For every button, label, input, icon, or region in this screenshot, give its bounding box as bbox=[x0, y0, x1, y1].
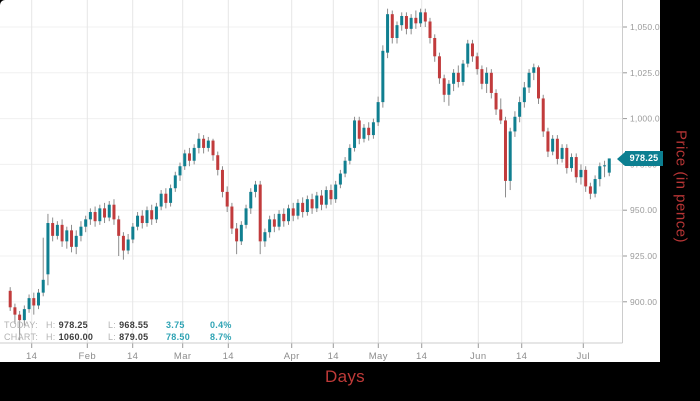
svg-text:1,000.00: 1,000.00 bbox=[630, 114, 660, 124]
y-axis-title: Price (in pence) bbox=[672, 130, 690, 244]
legend-today-label: TODAY: bbox=[4, 320, 38, 330]
legend-row-chart: CHART: H: 1060.00 L: 879.05 78.50 8.7% bbox=[4, 331, 232, 343]
last-price-value: 978.25 bbox=[625, 151, 663, 166]
chart-legend: TODAY: H: 978.25 L: 968.55 3.75 0.4% CHART… bbox=[4, 319, 232, 343]
svg-text:14: 14 bbox=[26, 351, 37, 362]
legend-chart-high: 1060.00 bbox=[58, 332, 94, 342]
x-axis-title: Days bbox=[325, 367, 365, 386]
legend-chart-low: 879.05 bbox=[119, 332, 149, 342]
legend-row-today: TODAY: H: 978.25 L: 968.55 3.75 0.4% bbox=[4, 319, 232, 331]
candles bbox=[8, 8, 611, 341]
svg-text:14: 14 bbox=[127, 351, 138, 362]
svg-text:Jul: Jul bbox=[577, 351, 590, 362]
legend-high-key: H: bbox=[46, 332, 56, 342]
legend-today-low: 968.55 bbox=[119, 320, 149, 330]
legend-chart-change: 78.50 bbox=[166, 332, 191, 342]
legend-today-change: 3.75 bbox=[166, 320, 185, 330]
svg-text:925.00: 925.00 bbox=[630, 251, 657, 261]
svg-text:1,025.00: 1,025.00 bbox=[630, 68, 660, 78]
legend-chart-percent: 8.7% bbox=[210, 332, 232, 342]
badge-arrow-icon bbox=[617, 151, 625, 166]
svg-text:14: 14 bbox=[416, 351, 427, 362]
axes bbox=[0, 0, 627, 348]
svg-text:May: May bbox=[369, 351, 388, 362]
legend-chart-label: CHART: bbox=[4, 332, 39, 342]
gridlines bbox=[0, 0, 623, 343]
svg-text:Mar: Mar bbox=[174, 351, 192, 362]
svg-text:Apr: Apr bbox=[284, 351, 300, 362]
legend-today-high: 978.25 bbox=[58, 320, 88, 330]
svg-text:Jun: Jun bbox=[470, 351, 487, 362]
svg-text:1,050.00: 1,050.00 bbox=[630, 22, 660, 32]
last-price-badge: 978.25 bbox=[617, 151, 663, 166]
legend-low-key: L: bbox=[108, 320, 117, 330]
svg-text:14: 14 bbox=[516, 351, 527, 362]
chart-panel: 1,050.001,025.001,000.00975.00950.00925.… bbox=[0, 0, 663, 362]
svg-text:14: 14 bbox=[223, 351, 234, 362]
svg-text:Feb: Feb bbox=[79, 351, 97, 362]
legend-today-percent: 0.4% bbox=[210, 320, 232, 330]
legend-low-key: L: bbox=[108, 332, 117, 342]
svg-text:950.00: 950.00 bbox=[630, 205, 657, 215]
legend-high-key: H: bbox=[46, 320, 56, 330]
candlestick-chart: 1,050.001,025.001,000.00975.00950.00925.… bbox=[0, 0, 660, 362]
svg-text:900.00: 900.00 bbox=[630, 297, 657, 307]
svg-text:14: 14 bbox=[328, 351, 339, 362]
